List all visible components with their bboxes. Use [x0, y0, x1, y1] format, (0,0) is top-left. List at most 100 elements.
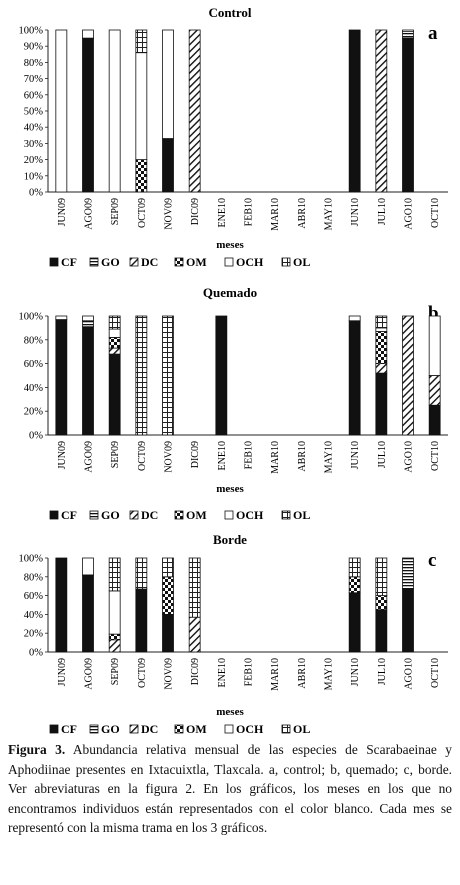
borde-y-tick-label: 0% — [29, 648, 43, 659]
figure-charts: Control a 0% 10% 20% 30% 40% 50% 60% 70% 80% 90% 100… — [19, 5, 448, 735]
control-x-tick-label: DIC09 — [190, 198, 201, 225]
borde-x-tick-label: SEP09 — [110, 658, 121, 685]
quemado-legend-label-dc: DC — [141, 508, 158, 522]
quemado-bar-oct09-ol — [135, 315, 148, 436]
quemado-x-tick-label: ABR10 — [297, 441, 308, 472]
borde-legend-label-om: OM — [186, 722, 207, 735]
quemado-bar-jul10-dc — [375, 363, 388, 374]
chart-panel-quemado: Quemado b 0% 20% 40% 60% 80% 100% JUN09 AGO09 SEP0… — [19, 285, 448, 522]
borde-legend-swatch-go — [89, 724, 99, 734]
borde-bar-ago09-cf — [82, 574, 94, 653]
control-legend-swatch-dc — [129, 257, 139, 267]
figure-caption: Figura 3. Abundancia relativa mensual de… — [8, 740, 452, 838]
borde-bar-jul10-ol — [375, 557, 388, 596]
quemado-legend-swatch-och — [224, 510, 234, 520]
quemado-legend-label-cf: CF — [61, 508, 77, 522]
quemado-x-tick-label: NOV09 — [164, 441, 175, 473]
quemado-legend-swatch-cf — [49, 510, 59, 520]
quemado-x-tick-label: MAY10 — [324, 441, 335, 473]
quemado-x-tick-label: FEB10 — [244, 441, 255, 469]
quemado-bar-ago10-dc — [402, 315, 414, 436]
control-legend-swatch-och — [224, 257, 234, 267]
borde-bar-jun09-cf — [55, 557, 68, 653]
quemado-x-axis-title: meses — [216, 483, 244, 495]
borde-x-tick-label: OCT10 — [430, 658, 441, 688]
quemado-x-tick-label: OCT09 — [137, 441, 148, 471]
chart-panel-borde: Borde c 0% 20% 40% 60% 80% 100% JUN09 AGO09 SEP09 O… — [19, 532, 448, 735]
control-x-tick-label: AGO10 — [404, 198, 415, 230]
borde-y-tick-label: 60% — [24, 591, 44, 602]
borde-bar-jul10-om — [375, 595, 388, 611]
control-x-tick-label: JUN09 — [57, 198, 68, 226]
control-legend-label-cf: CF — [61, 255, 77, 269]
caption-label: Figura 3. — [8, 742, 66, 757]
control-legend-swatch-go — [89, 257, 99, 267]
borde-chart-title: Borde — [213, 532, 247, 547]
borde-x-tick-label: NOV09 — [164, 658, 175, 690]
control-legend-label-och: OCH — [236, 255, 264, 269]
control-bar-oct09-om — [135, 159, 148, 193]
quemado-y-tick-label: 20% — [24, 407, 44, 418]
control-legend-label-ol: OL — [293, 255, 310, 269]
borde-y-tick-label: 40% — [24, 610, 44, 621]
borde-bar-ago09-och — [82, 557, 94, 576]
borde-x-tick-label: MAY10 — [324, 658, 335, 690]
borde-bar-jun10-cf — [348, 592, 361, 653]
control-x-axis-title: meses — [216, 239, 244, 251]
control-x-tick-label: OCT09 — [137, 198, 148, 228]
quemado-bar-oct10-och — [428, 315, 441, 376]
quemado-x-tick-label: MAR10 — [270, 441, 281, 474]
borde-x-tick-label: AGO10 — [404, 658, 415, 690]
quemado-y-tick-label: 40% — [24, 383, 44, 394]
quemado-bar-sep09-om — [108, 337, 121, 349]
borde-x-tick-label: DIC09 — [190, 658, 201, 685]
control-panel-letter: a — [428, 23, 438, 44]
quemado-legend-label-ol: OL — [293, 508, 310, 522]
control-legend-label-go: GO — [101, 255, 120, 269]
borde-y-tick-label: 80% — [24, 572, 44, 583]
borde-x-tick-label: JUN10 — [350, 658, 361, 686]
quemado-x-tick-label: SEP09 — [110, 441, 121, 468]
borde-bar-jun10-om — [348, 576, 361, 594]
quemado-bar-ago09-cf — [82, 326, 94, 436]
control-y-tick-label: 40% — [24, 123, 44, 134]
control-bar-ago10-och — [402, 29, 414, 33]
borde-bar-jul10-cf — [375, 609, 388, 653]
control-bar-ago09-och — [82, 29, 94, 39]
control-bar-ago09-cf — [82, 37, 94, 193]
quemado-chart-title: Quemado — [203, 285, 257, 300]
control-bar-oct09-och — [135, 52, 148, 160]
quemado-bar-sep09-och — [108, 328, 121, 338]
borde-legend-swatch-dc — [129, 724, 139, 734]
quemado-x-tick-label: ENE10 — [217, 441, 228, 470]
quemado-legend-label-och: OCH — [236, 508, 264, 522]
borde-bar-nov09-om — [162, 576, 174, 615]
borde-legend-swatch-och — [224, 724, 234, 734]
control-x-tick-label: ENE10 — [217, 198, 228, 227]
borde-panel-letter: c — [428, 550, 436, 571]
control-y-tick-label: 60% — [24, 90, 44, 101]
quemado-bar-sep09-dc — [108, 347, 121, 355]
quemado-bar-ago09-go — [82, 320, 94, 328]
control-bar-nov09-och — [162, 29, 174, 139]
borde-x-axis-title: meses — [216, 706, 244, 718]
borde-bar-ago10-go — [402, 557, 414, 590]
control-y-tick-label: 30% — [24, 139, 44, 150]
borde-legend-label-cf: CF — [61, 722, 77, 735]
borde-x-tick-label: JUN09 — [57, 658, 68, 686]
borde-bar-oct09-ol — [135, 557, 148, 590]
control-y-tick-label: 20% — [24, 155, 44, 166]
quemado-x-tick-label: JUL10 — [377, 441, 388, 468]
quemado-bar-oct10-cf — [428, 404, 441, 436]
control-y-tick-label: 10% — [24, 171, 44, 182]
quemado-panel-letter: b — [428, 303, 439, 324]
borde-x-tick-label: ABR10 — [297, 658, 308, 689]
borde-bar-dic09-dc — [188, 616, 201, 653]
control-x-tick-label: JUL10 — [377, 198, 388, 225]
borde-bar-sep09-om — [108, 633, 121, 641]
borde-legend-label-dc: DC — [141, 722, 158, 735]
quemado-bar-jul10-och — [375, 327, 388, 332]
borde-legend-swatch-ol — [281, 724, 291, 734]
control-bar-jun09-och — [55, 29, 68, 193]
quemado-bar-jul10-om — [375, 331, 388, 365]
